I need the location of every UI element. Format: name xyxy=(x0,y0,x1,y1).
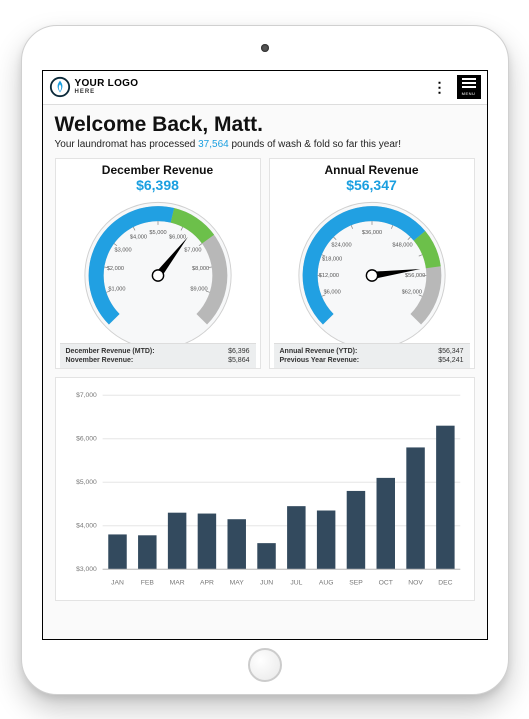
svg-text:MAY: MAY xyxy=(229,579,244,586)
svg-text:$24,000: $24,000 xyxy=(331,242,351,248)
svg-text:$4,000: $4,000 xyxy=(129,234,146,240)
stat-key: November Revenue: xyxy=(66,357,134,364)
svg-text:$7,000: $7,000 xyxy=(184,247,201,253)
svg-text:JUL: JUL xyxy=(290,579,302,586)
gauge-card-month: December Revenue $6,398 $1,000 $2,000 $3,0… xyxy=(55,158,261,369)
svg-text:$7,000: $7,000 xyxy=(76,392,97,399)
svg-text:JUN: JUN xyxy=(259,579,272,586)
stat-row: December Revenue (MTD): $6,396 xyxy=(66,348,250,355)
logo[interactable]: YOUR LOGO HERE xyxy=(49,76,429,98)
sub-pre: Your laundromat has processed xyxy=(55,139,199,150)
gauge1-title: December Revenue xyxy=(102,163,213,177)
menu-label: MENU xyxy=(462,91,476,96)
gauge2-value: $56,347 xyxy=(346,177,397,193)
svg-text:$5,000: $5,000 xyxy=(76,479,97,486)
stat-value: $6,396 xyxy=(228,348,249,355)
svg-text:$8,000: $8,000 xyxy=(192,266,209,272)
gauge-row: December Revenue $6,398 $1,000 $2,000 $3,0… xyxy=(55,158,475,369)
svg-text:$18,000: $18,000 xyxy=(322,256,342,262)
gauge1-value: $6,398 xyxy=(136,177,179,193)
svg-text:$4,000: $4,000 xyxy=(76,522,97,529)
tablet-home-button[interactable] xyxy=(248,648,282,682)
svg-text:MAR: MAR xyxy=(169,579,184,586)
stat-key: Annual Revenue (YTD): xyxy=(280,348,358,355)
app-screen: YOUR LOGO HERE ⋮ MENU Welcome Back, Matt… xyxy=(42,70,488,640)
bar-chart-card: $3,000 $4,000 $5,000 $6,000 $7,000 JAN FEB MAR A… xyxy=(55,377,475,601)
svg-text:$2,000: $2,000 xyxy=(106,266,123,272)
svg-text:$6,000: $6,000 xyxy=(168,234,185,240)
sub-post: pounds of wash & fold so far this year! xyxy=(229,139,401,150)
tablet-frame: YOUR LOGO HERE ⋮ MENU Welcome Back, Matt… xyxy=(21,25,509,695)
svg-text:$36,000: $36,000 xyxy=(361,229,381,235)
gauge2-stats: Annual Revenue (YTD): $56,347 Previous Yea… xyxy=(274,343,470,368)
stat-value: $56,347 xyxy=(438,348,463,355)
svg-text:$6,000: $6,000 xyxy=(323,289,340,295)
svg-text:JAN: JAN xyxy=(111,579,124,586)
svg-text:OCT: OCT xyxy=(378,579,392,586)
svg-text:$3,000: $3,000 xyxy=(76,566,97,573)
svg-text:SEP: SEP xyxy=(349,579,363,586)
stat-row: Annual Revenue (YTD): $56,347 xyxy=(280,348,464,355)
svg-text:$1,000: $1,000 xyxy=(108,286,125,292)
stat-key: Previous Year Revenue: xyxy=(280,357,360,364)
stat-key: December Revenue (MTD): xyxy=(66,348,155,355)
stat-value: $54,241 xyxy=(438,357,463,364)
welcome-subtitle: Your laundromat has processed 37,564 pou… xyxy=(55,139,475,150)
stat-row: November Revenue: $5,864 xyxy=(66,357,250,364)
more-icon[interactable]: ⋮ xyxy=(429,79,451,96)
gauge1-chart: $1,000 $2,000 $3,000 $4,000$5,000$6,000 $7,0… xyxy=(60,193,256,343)
tablet-camera xyxy=(261,44,269,52)
svg-text:$5,000: $5,000 xyxy=(149,229,166,235)
welcome-title: Welcome Back, Matt. xyxy=(55,113,475,137)
svg-text:$3,000: $3,000 xyxy=(114,247,131,253)
svg-text:$6,000: $6,000 xyxy=(76,435,97,442)
menu-button[interactable]: MENU xyxy=(457,75,481,99)
svg-text:APR: APR xyxy=(199,579,213,586)
stat-value: $5,864 xyxy=(228,357,249,364)
top-bar: YOUR LOGO HERE ⋮ MENU xyxy=(43,71,487,105)
stat-row: Previous Year Revenue: $54,241 xyxy=(280,357,464,364)
gauge1-stats: December Revenue (MTD): $6,396 November Re… xyxy=(60,343,256,368)
svg-text:$12,000: $12,000 xyxy=(318,272,338,278)
dashboard-content: Welcome Back, Matt. Your laundromat has … xyxy=(43,105,487,639)
svg-text:FEB: FEB xyxy=(140,579,154,586)
gauge2-title: Annual Revenue xyxy=(324,163,418,177)
gauge-card-year: Annual Revenue $56,347 $6,000 $12,000 $18,… xyxy=(269,158,475,369)
monthly-bar-chart: $3,000 $4,000 $5,000 $6,000 $7,000 JAN FEB MAR A… xyxy=(62,384,468,594)
flame-icon xyxy=(49,76,71,98)
sub-highlight: 37,564 xyxy=(198,139,229,150)
logo-text-line1: YOUR LOGO xyxy=(75,79,139,89)
svg-text:$48,000: $48,000 xyxy=(392,242,412,248)
svg-text:$56,000: $56,000 xyxy=(404,272,424,278)
svg-text:DEC: DEC xyxy=(438,579,452,586)
svg-text:NOV: NOV xyxy=(408,579,423,586)
svg-text:$9,000: $9,000 xyxy=(190,286,207,292)
gauge2-chart: $6,000 $12,000 $18,000 $24,000 $36,000 $48,00… xyxy=(274,193,470,343)
svg-text:AUG: AUG xyxy=(318,579,333,586)
logo-text-line2: HERE xyxy=(75,89,139,95)
